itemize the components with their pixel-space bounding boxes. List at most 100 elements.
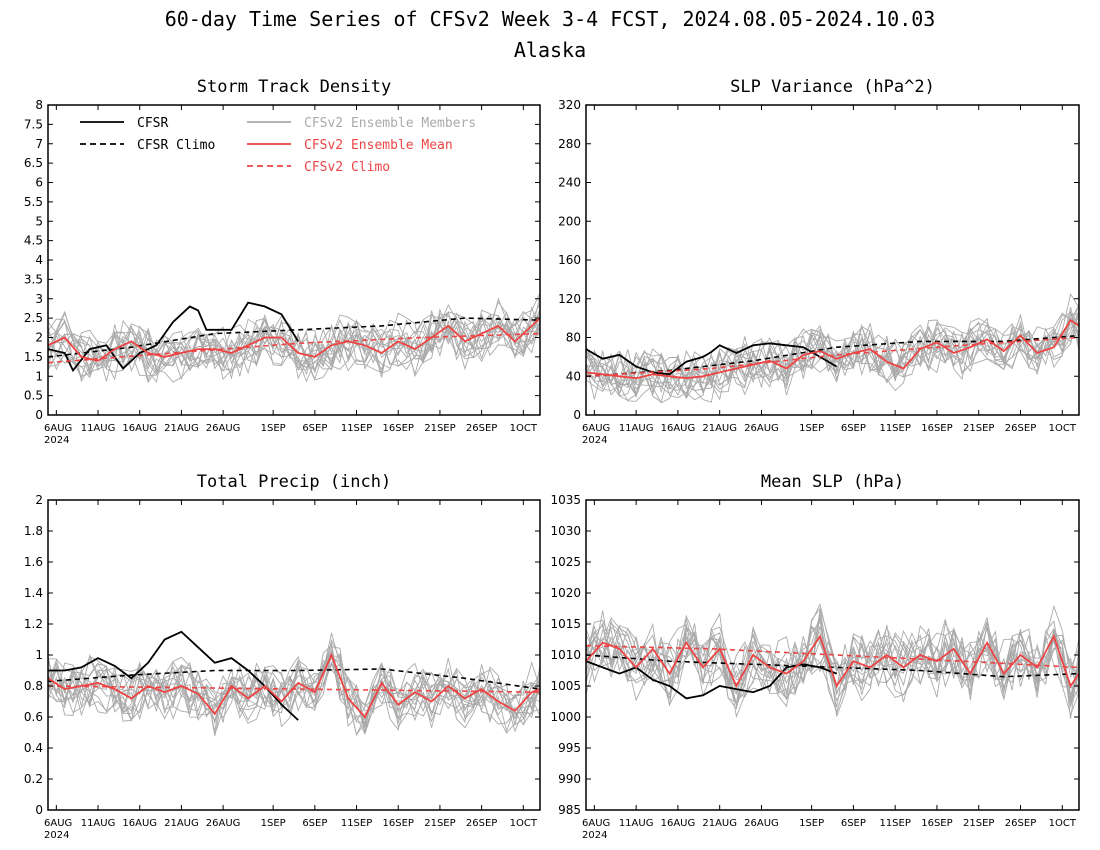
x-tick-label: 6AUG — [582, 818, 610, 829]
ensemble-member-line — [586, 614, 1079, 700]
y-tick-label: 8 — [35, 98, 43, 112]
series-line-cfsr-climo — [48, 317, 540, 358]
y-tick-label: 0 — [573, 408, 581, 422]
legend-label-cfsr-climo: CFSR Climo — [137, 138, 215, 153]
series-line-cfsv2-ensemble-mean — [586, 634, 1079, 689]
y-tick-label: 6 — [35, 176, 43, 190]
ensemble-member-line — [586, 317, 1079, 399]
y-tick-label: 1035 — [550, 493, 581, 507]
y-tick-label: 0 — [35, 803, 43, 817]
x-tick-label: 21AUG — [702, 818, 737, 829]
plot-area — [48, 292, 540, 384]
x-tick-label: 11SEP — [879, 818, 910, 829]
x-tick-label: 26SEP — [466, 818, 497, 829]
x-tick-label: 16AUG — [661, 818, 696, 829]
x-tick-label: 16SEP — [921, 423, 952, 434]
x-tick-label: 11AUG — [81, 423, 116, 434]
y-tick-label: 40 — [566, 369, 581, 383]
panel-title: Storm Track Density — [197, 77, 391, 97]
x-tick-label: 16SEP — [383, 818, 414, 829]
y-tick-label: 80 — [566, 331, 581, 345]
series-line-cfsv2-climo — [586, 644, 1079, 669]
x-tick-label: 11SEP — [879, 423, 910, 434]
y-tick-label: 0.6 — [24, 710, 43, 724]
y-tick-label: 200 — [558, 214, 581, 228]
y-tick-label: 240 — [558, 176, 581, 190]
series-line-cfsv2-climo — [586, 336, 1079, 378]
y-tick-label: 2 — [35, 331, 43, 345]
series-line-cfsv2-ensemble-mean — [48, 317, 540, 362]
x-tick-label: 16AUG — [122, 818, 157, 829]
x-tick-year-label: 2024 — [44, 435, 69, 446]
y-tick-label: 5 — [35, 214, 43, 228]
y-tick-label: 1015 — [550, 617, 581, 631]
plot-area — [586, 603, 1079, 719]
panel-slp-variance: SLP Variance (hPa^2) 0 40 80 120 160 200 240 280… — [558, 77, 1080, 446]
x-tick-label: 1OCT — [510, 423, 538, 434]
legend-label-cfsv2-ensemble-members: CFSv2 Ensemble Members — [304, 116, 476, 131]
x-tick-label: 21SEP — [963, 423, 994, 434]
x-tick-label: 1SEP — [799, 423, 824, 434]
x-tick-label: 21AUG — [702, 423, 737, 434]
y-tick-label: 1005 — [550, 679, 581, 693]
x-tick-year-label: 2024 — [44, 830, 69, 841]
series-line-cfsv2-climo — [48, 685, 540, 693]
x-tick-label: 26SEP — [466, 423, 497, 434]
panel-title: SLP Variance (hPa^2) — [730, 77, 935, 97]
y-tick-label: 1.8 — [24, 524, 43, 538]
x-tick-label: 21SEP — [424, 818, 455, 829]
x-tick-label: 11SEP — [341, 423, 372, 434]
x-tick-label: 26AUG — [744, 818, 779, 829]
y-tick-label: 1030 — [550, 524, 581, 538]
legend-label-cfsv2-ensemble-mean: CFSv2 Ensemble Mean — [304, 138, 453, 153]
y-tick-label: 0 — [35, 408, 43, 422]
panel-title: Mean SLP (hPa) — [761, 472, 904, 492]
x-tick-label: 11AUG — [619, 423, 654, 434]
plot-frame — [47, 104, 541, 416]
y-tick-label: 1.4 — [24, 586, 43, 600]
x-tick-label: 1SEP — [799, 818, 824, 829]
x-tick-label: 16SEP — [921, 818, 952, 829]
y-tick-label: 985 — [558, 803, 581, 817]
x-tick-year-label: 2024 — [582, 830, 607, 841]
figure-subtitle: Alaska — [514, 38, 586, 62]
y-tick-label: 4 — [35, 253, 43, 267]
ensemble-member-line — [48, 317, 540, 384]
x-tick-label: 16AUG — [122, 423, 157, 434]
series-line-cfsr-climo — [48, 668, 540, 690]
y-tick-label: 0.4 — [24, 741, 43, 755]
x-tick-label: 21AUG — [164, 423, 199, 434]
y-tick-label: 7 — [35, 137, 43, 151]
x-tick-label: 26AUG — [206, 818, 241, 829]
legend: CFSR CFSR Climo CFSv2 Ensemble Members CFSv… — [80, 116, 476, 175]
y-tick-label: 1.2 — [24, 617, 43, 631]
legend-label-cfsr: CFSR — [137, 116, 168, 131]
y-tick-label: 3.5 — [24, 272, 43, 286]
panel-mean-slp: Mean SLP (hPa) 985 990 995 1000 1005 1010 1015 1… — [550, 472, 1080, 841]
ensemble-member-line — [48, 659, 540, 737]
x-tick-label: 6SEP — [302, 423, 327, 434]
x-tick-label: 6SEP — [841, 423, 866, 434]
plot-area — [48, 630, 540, 737]
y-tick-label: 1 — [35, 648, 43, 662]
panel-total-precip: Total Precip (inch) 0 0.2 0.4 0.6 0.8 1 1.2 1.4 1… — [24, 472, 541, 841]
y-tick-label: 1020 — [550, 586, 581, 600]
panel-storm-track-density: Storm Track Density 0 0.5 1 1.5 2 2.5 3 3.5 4 4.5 5… — [24, 77, 541, 446]
x-tick-year-label: 2024 — [582, 435, 607, 446]
x-tick-label: 26AUG — [744, 423, 779, 434]
y-tick-label: 120 — [558, 292, 581, 306]
y-tick-label: 990 — [558, 772, 581, 786]
ensemble-member-line — [48, 295, 540, 370]
x-tick-label: 6SEP — [302, 818, 327, 829]
x-tick-label: 11SEP — [341, 818, 372, 829]
x-tick-label: 1OCT — [1049, 818, 1077, 829]
y-tick-label: 1.5 — [24, 350, 43, 364]
y-tick-label: 160 — [558, 253, 581, 267]
ensemble-member-line — [586, 310, 1079, 389]
series-line-cfsr — [48, 630, 299, 721]
ensemble-member-line — [586, 322, 1079, 404]
legend-label-cfsv2-climo: CFSv2 Climo — [304, 160, 390, 175]
x-tick-label: 26AUG — [206, 423, 241, 434]
x-tick-label: 6SEP — [841, 818, 866, 829]
x-tick-label: 1OCT — [1049, 423, 1077, 434]
